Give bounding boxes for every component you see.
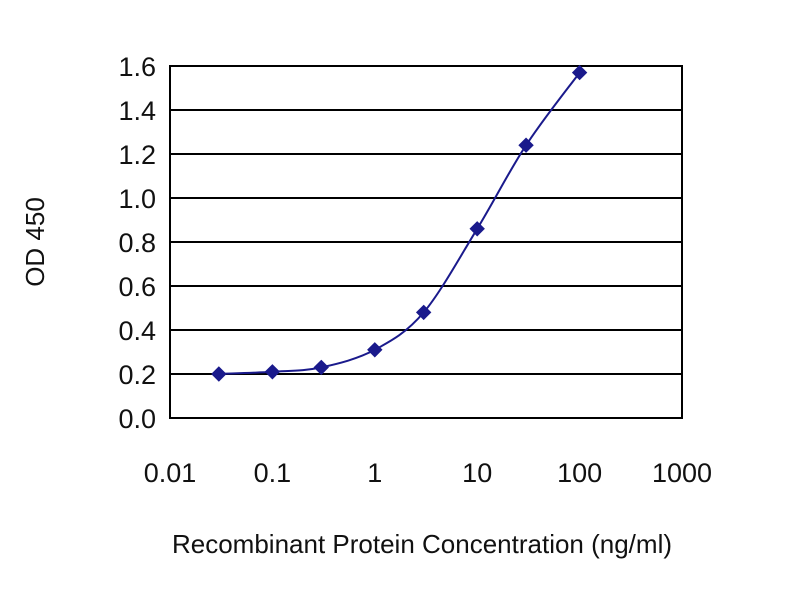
y-tick-label: 0.0 <box>118 404 156 434</box>
x-tick-label: 10 <box>462 458 492 488</box>
fit-curve <box>218 72 581 375</box>
x-tick-label: 1 <box>367 458 382 488</box>
y-tick-labels: 0.0 0.2 0.4 0.6 0.8 1.0 1.2 1.4 1.6 <box>118 52 156 434</box>
y-tick-label: 0.6 <box>118 272 156 302</box>
data-point <box>415 304 432 321</box>
x-tick-label: 1000 <box>652 458 712 488</box>
data-point <box>367 342 383 358</box>
x-tick-label: 100 <box>557 458 602 488</box>
plot-frame <box>169 65 683 419</box>
y-tick-label: 1.4 <box>118 96 156 126</box>
y-tick-label: 0.4 <box>118 316 156 346</box>
data-point <box>211 366 227 382</box>
x-tick-label: 0.1 <box>254 458 292 488</box>
x-tick-label: 0.01 <box>144 458 197 488</box>
y-tick-label: 0.2 <box>118 360 156 390</box>
data-point <box>571 64 588 81</box>
x-tick-labels: 0.01 0.1 1 10 100 1000 <box>144 458 712 488</box>
y-tick-label: 1.0 <box>118 184 156 214</box>
y-tick-label: 1.2 <box>118 140 156 170</box>
data-point <box>469 221 485 237</box>
data-points <box>211 64 588 382</box>
gridlines <box>170 109 682 375</box>
y-axis-title: OD 450 <box>20 197 50 287</box>
data-point <box>264 364 281 380</box>
y-tick-label: 0.8 <box>118 228 156 258</box>
data-point <box>313 359 329 376</box>
x-axis-title: Recombinant Protein Concentration (ng/ml… <box>172 529 672 559</box>
y-tick-label: 1.6 <box>118 52 156 82</box>
data-point <box>518 137 534 153</box>
